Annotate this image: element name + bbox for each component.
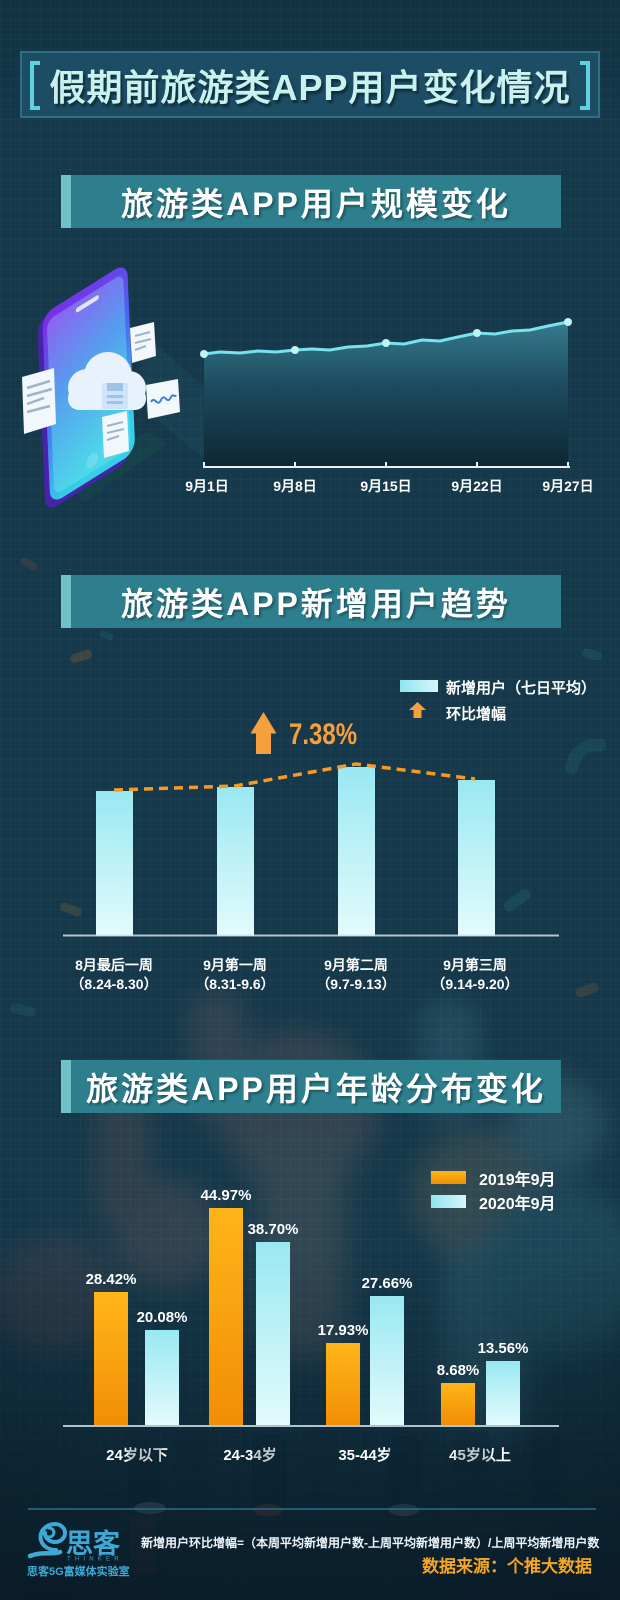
svg-text:THINKER: THINKER xyxy=(67,1557,123,1563)
svg-text:思客: 思客 xyxy=(66,1528,121,1559)
svg-text:思客5G富媒体实验室: 思客5G富媒体实验室 xyxy=(27,1564,130,1578)
